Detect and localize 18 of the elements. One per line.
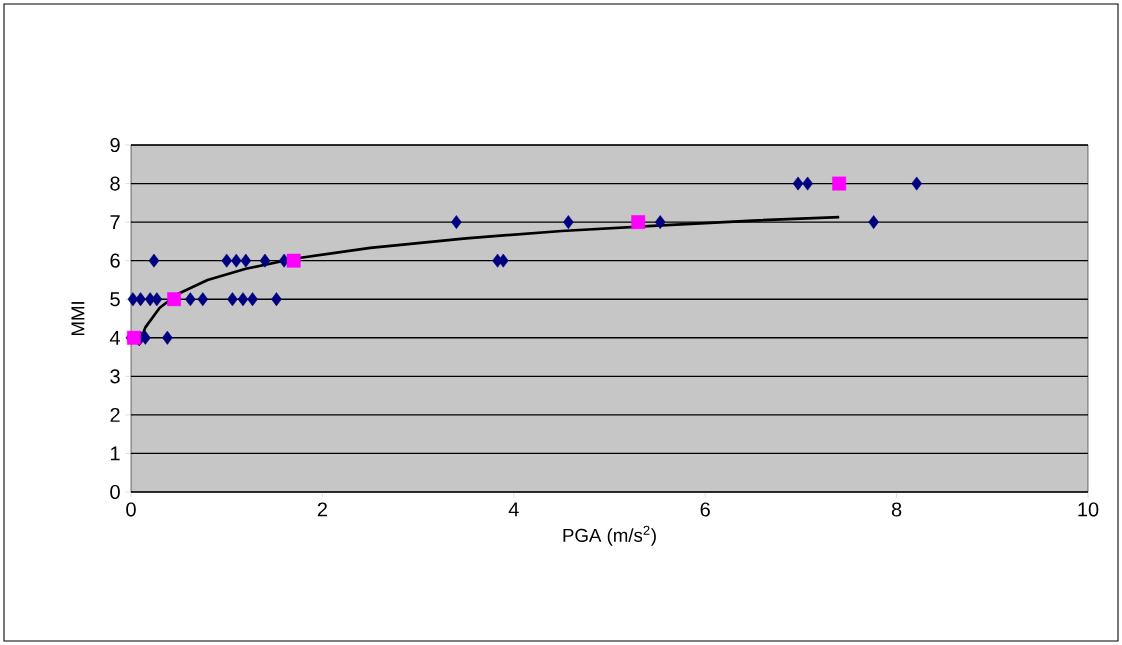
y-tick-label: 8: [110, 176, 120, 191]
x-tick-label: 0: [126, 502, 136, 517]
x-tick-label: 4: [508, 502, 519, 517]
x-axis-title: PGA (m/s$^{2}$): [563, 525, 656, 546]
y-tick-label: 5: [110, 292, 120, 307]
x-tick-label: 8: [891, 502, 902, 517]
y-tick-label: 3: [110, 369, 120, 384]
y-tick-label: 4: [109, 330, 121, 345]
y-tick-label: 0: [110, 484, 120, 500]
y-tick-label: 2: [110, 407, 120, 422]
y-axis-title: MMI: [71, 302, 85, 336]
y-tick-label: 1: [111, 446, 120, 461]
x-tick-label: 6: [700, 502, 710, 517]
x-tick-label: 2: [317, 502, 327, 517]
x-tick-label: 10: [1078, 502, 1099, 517]
y-tick-label: 6: [110, 253, 120, 268]
y-tick-label: 7: [110, 215, 120, 229]
y-tick-label: 9: [110, 137, 120, 153]
